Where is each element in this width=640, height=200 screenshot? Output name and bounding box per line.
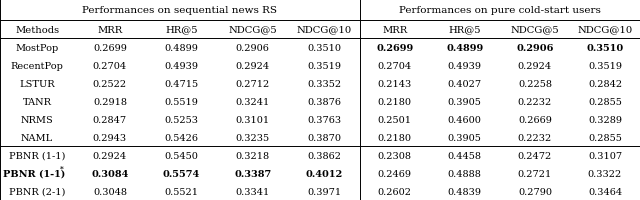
Text: 0.2232: 0.2232 bbox=[518, 133, 552, 142]
Text: 0.2855: 0.2855 bbox=[588, 133, 622, 142]
Text: *: * bbox=[60, 164, 63, 172]
Text: 0.3341: 0.3341 bbox=[236, 187, 270, 196]
Text: 0.2472: 0.2472 bbox=[518, 151, 552, 160]
Text: 0.4899: 0.4899 bbox=[446, 43, 483, 52]
Text: 0.3101: 0.3101 bbox=[236, 115, 269, 124]
Text: Performances on pure cold-start users: Performances on pure cold-start users bbox=[399, 6, 601, 15]
Text: 0.2842: 0.2842 bbox=[588, 79, 622, 88]
Text: 0.3218: 0.3218 bbox=[236, 151, 269, 160]
Text: 0.3510: 0.3510 bbox=[586, 43, 623, 52]
Text: 0.2906: 0.2906 bbox=[236, 43, 269, 52]
Text: 0.3107: 0.3107 bbox=[588, 151, 622, 160]
Text: 0.3870: 0.3870 bbox=[307, 133, 341, 142]
Text: HR@5: HR@5 bbox=[449, 26, 481, 34]
Text: 0.3387: 0.3387 bbox=[234, 169, 271, 178]
Text: 0.3763: 0.3763 bbox=[307, 115, 341, 124]
Text: 0.2704: 0.2704 bbox=[93, 61, 127, 70]
Text: 0.3464: 0.3464 bbox=[588, 187, 622, 196]
Text: 0.3905: 0.3905 bbox=[448, 97, 482, 106]
Text: 0.5426: 0.5426 bbox=[164, 133, 198, 142]
Text: 0.2232: 0.2232 bbox=[518, 97, 552, 106]
Text: 0.2501: 0.2501 bbox=[378, 115, 412, 124]
Text: TANR: TANR bbox=[22, 97, 52, 106]
Text: 0.2669: 0.2669 bbox=[518, 115, 552, 124]
Text: 0.3510: 0.3510 bbox=[307, 43, 341, 52]
Text: MRR: MRR bbox=[382, 26, 407, 34]
Text: HR@5: HR@5 bbox=[165, 26, 198, 34]
Text: Performances on sequential news RS: Performances on sequential news RS bbox=[83, 6, 277, 15]
Text: 0.4888: 0.4888 bbox=[448, 169, 482, 178]
Text: NDCG@5: NDCG@5 bbox=[228, 26, 277, 34]
Text: 0.4715: 0.4715 bbox=[164, 79, 198, 88]
Text: 0.2180: 0.2180 bbox=[378, 133, 412, 142]
Text: NDCG@5: NDCG@5 bbox=[511, 26, 559, 34]
Text: 0.2602: 0.2602 bbox=[378, 187, 412, 196]
Text: 0.2924: 0.2924 bbox=[518, 61, 552, 70]
Text: 0.5574: 0.5574 bbox=[163, 169, 200, 178]
Text: 0.3084: 0.3084 bbox=[92, 169, 129, 178]
Text: 0.2855: 0.2855 bbox=[588, 97, 622, 106]
Text: 0.4458: 0.4458 bbox=[448, 151, 482, 160]
Text: 0.4899: 0.4899 bbox=[164, 43, 198, 52]
Text: 0.2258: 0.2258 bbox=[518, 79, 552, 88]
Text: 0.2847: 0.2847 bbox=[93, 115, 127, 124]
Text: 0.2918: 0.2918 bbox=[93, 97, 127, 106]
Text: NAML: NAML bbox=[21, 133, 53, 142]
Text: PBNR (1-1): PBNR (1-1) bbox=[3, 169, 65, 178]
Text: 0.5521: 0.5521 bbox=[164, 187, 198, 196]
Text: Methods: Methods bbox=[15, 26, 59, 34]
Text: MRR: MRR bbox=[97, 26, 122, 34]
Text: 0.3519: 0.3519 bbox=[588, 61, 622, 70]
Text: 0.3876: 0.3876 bbox=[307, 97, 341, 106]
Text: 0.4012: 0.4012 bbox=[305, 169, 342, 178]
Text: NRMS: NRMS bbox=[20, 115, 54, 124]
Text: 0.3862: 0.3862 bbox=[307, 151, 341, 160]
Text: 0.4600: 0.4600 bbox=[448, 115, 482, 124]
Text: 0.2180: 0.2180 bbox=[378, 97, 412, 106]
Text: LSTUR: LSTUR bbox=[19, 79, 55, 88]
Text: 0.2699: 0.2699 bbox=[93, 43, 127, 52]
Text: PBNR (1-1): PBNR (1-1) bbox=[9, 151, 65, 160]
Text: 0.4839: 0.4839 bbox=[448, 187, 482, 196]
Text: 0.2308: 0.2308 bbox=[378, 151, 412, 160]
Text: NDCG@10: NDCG@10 bbox=[577, 26, 632, 34]
Text: 0.4027: 0.4027 bbox=[448, 79, 482, 88]
Text: 0.3519: 0.3519 bbox=[307, 61, 341, 70]
Text: 0.2721: 0.2721 bbox=[518, 169, 552, 178]
Text: 0.3905: 0.3905 bbox=[448, 133, 482, 142]
Text: 0.3241: 0.3241 bbox=[236, 97, 270, 106]
Text: 0.3289: 0.3289 bbox=[588, 115, 622, 124]
Text: 0.2469: 0.2469 bbox=[378, 169, 412, 178]
Text: 0.2924: 0.2924 bbox=[93, 151, 127, 160]
Text: MostPop: MostPop bbox=[15, 43, 59, 52]
Text: RecentPop: RecentPop bbox=[11, 61, 63, 70]
Text: 0.2906: 0.2906 bbox=[516, 43, 554, 52]
Text: 0.5450: 0.5450 bbox=[164, 151, 198, 160]
Text: 0.3048: 0.3048 bbox=[93, 187, 127, 196]
Text: PBNR (2-1): PBNR (2-1) bbox=[9, 187, 65, 196]
Text: 0.2790: 0.2790 bbox=[518, 187, 552, 196]
Text: 0.2699: 0.2699 bbox=[376, 43, 413, 52]
Text: 0.2522: 0.2522 bbox=[93, 79, 127, 88]
Text: 0.3235: 0.3235 bbox=[236, 133, 269, 142]
Text: 0.2924: 0.2924 bbox=[236, 61, 269, 70]
Text: 0.4939: 0.4939 bbox=[164, 61, 198, 70]
Text: 0.2943: 0.2943 bbox=[93, 133, 127, 142]
Text: 0.5253: 0.5253 bbox=[164, 115, 198, 124]
Text: 0.2143: 0.2143 bbox=[378, 79, 412, 88]
Text: 0.3352: 0.3352 bbox=[307, 79, 341, 88]
Text: 0.2712: 0.2712 bbox=[236, 79, 270, 88]
Text: 0.5519: 0.5519 bbox=[164, 97, 198, 106]
Text: NDCG@10: NDCG@10 bbox=[296, 26, 351, 34]
Text: 0.3971: 0.3971 bbox=[307, 187, 341, 196]
Text: 0.2704: 0.2704 bbox=[378, 61, 412, 70]
Text: 0.3322: 0.3322 bbox=[588, 169, 622, 178]
Text: 0.4939: 0.4939 bbox=[448, 61, 482, 70]
